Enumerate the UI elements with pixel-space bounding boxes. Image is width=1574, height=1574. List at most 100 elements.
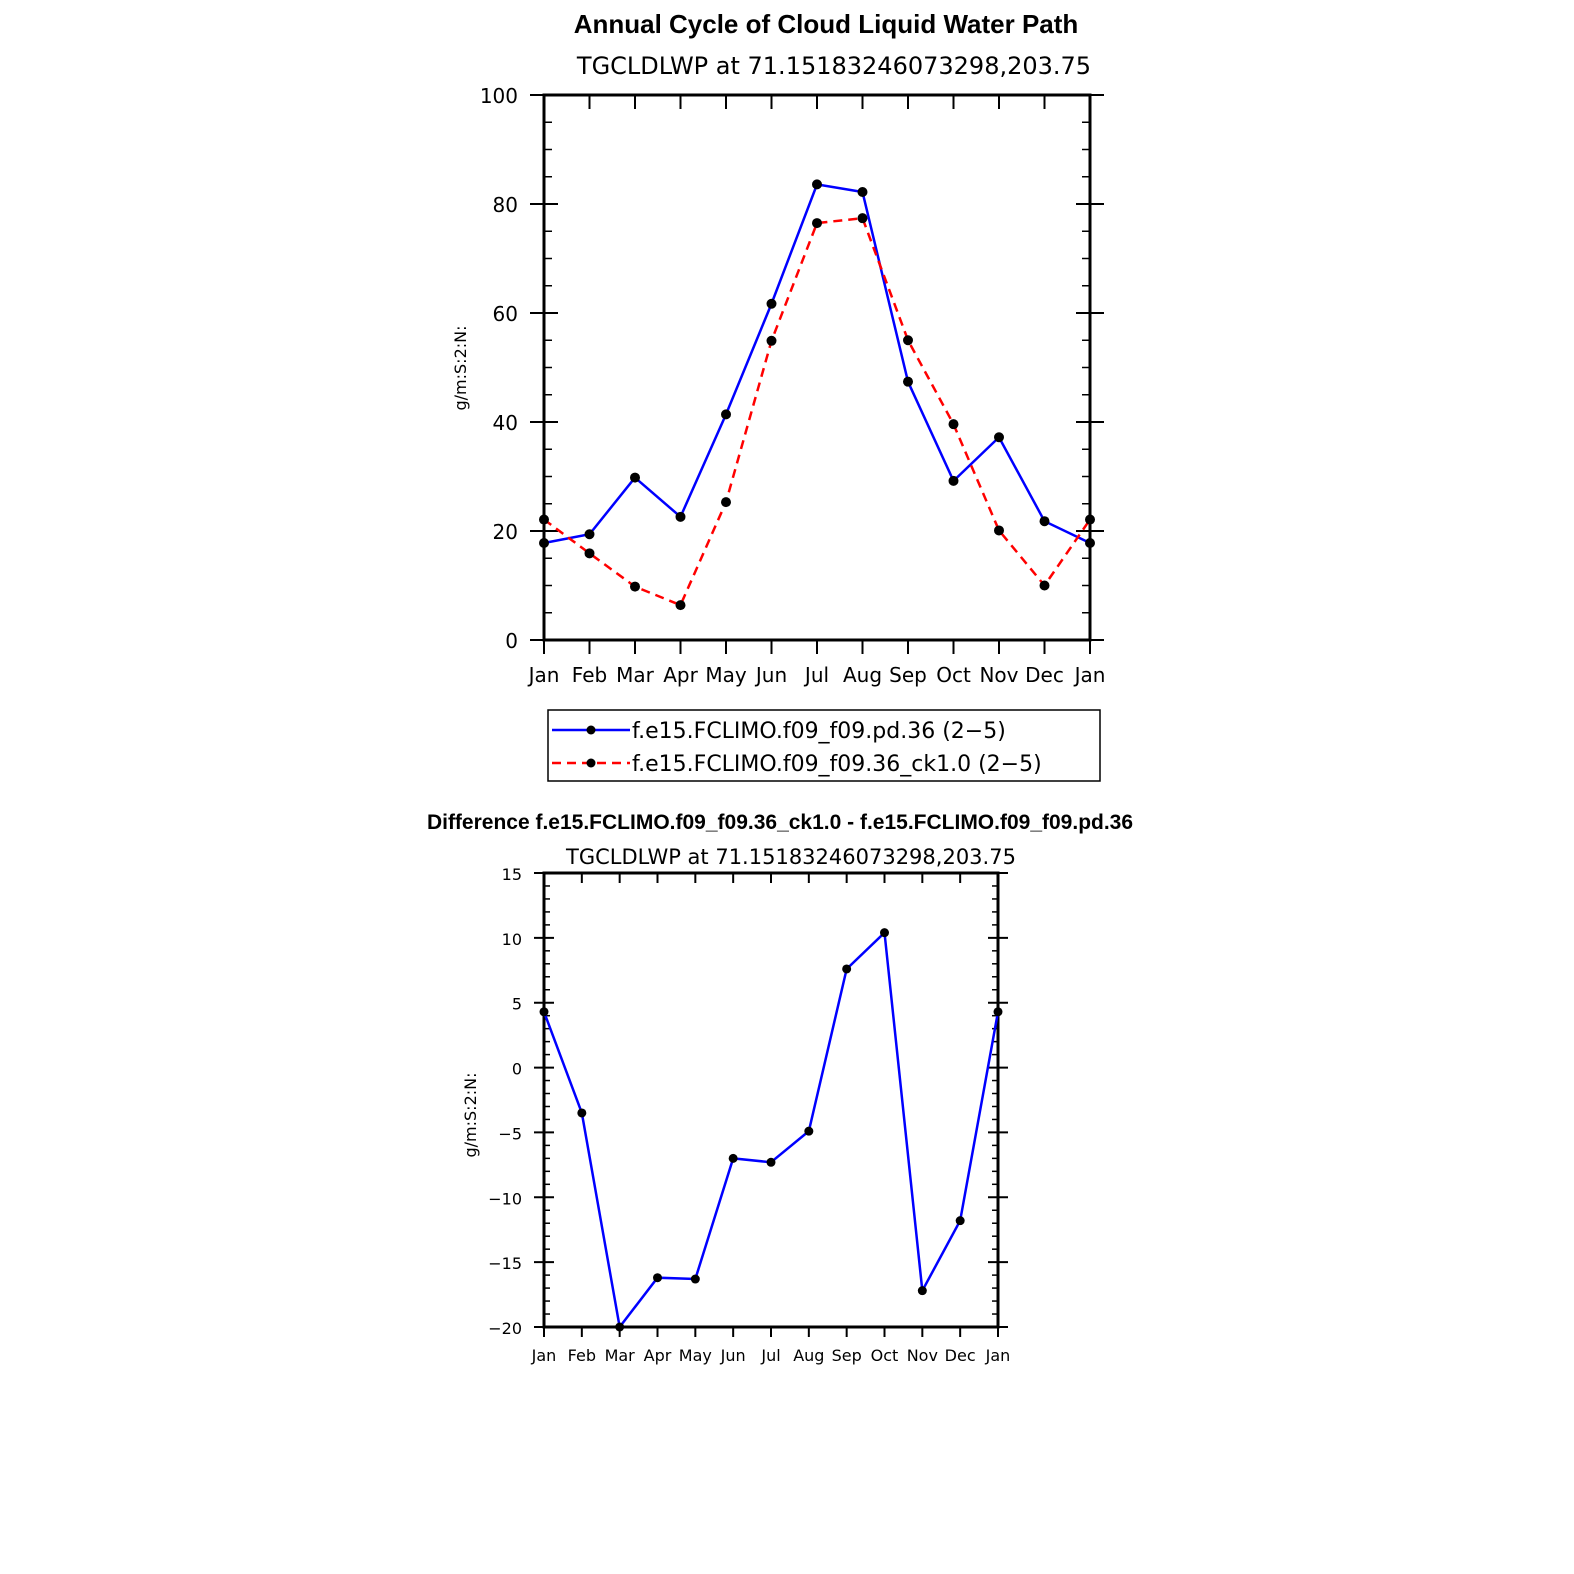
annual-cycle-chart: Annual Cycle of Cloud Liquid Water Path … xyxy=(451,9,1106,782)
legend-marker-series-2 xyxy=(586,758,596,768)
difference-chart: Difference f.e15.FCLIMO.f09_f09.36_ck1.0… xyxy=(427,811,1133,1365)
series-1-point xyxy=(955,1216,965,1226)
x-tick-label: Aug xyxy=(843,663,882,687)
x-tick-label: Sep xyxy=(832,1346,862,1365)
series-2-point xyxy=(675,600,686,611)
series-1-point xyxy=(539,1007,549,1017)
series-1-point xyxy=(880,928,889,938)
series-1-point xyxy=(842,964,852,974)
x-tick-label: Aug xyxy=(793,1346,824,1365)
x-tick-label: Jan xyxy=(527,663,560,687)
series-1-point xyxy=(615,1322,625,1332)
x-tick-label: Jun xyxy=(720,1346,746,1365)
series-2-point xyxy=(994,525,1004,536)
x-tick-label: Oct xyxy=(936,663,971,687)
x-tick-label: Mar xyxy=(605,1346,636,1365)
series-2-point xyxy=(1085,514,1095,525)
x-tick-label: Jul xyxy=(803,663,829,687)
series-2-point xyxy=(721,497,731,508)
series-2-point xyxy=(584,548,595,559)
series-2-point xyxy=(766,335,777,346)
x-tick-label: May xyxy=(705,663,747,687)
y-tick-label: −15 xyxy=(488,1254,522,1273)
series-1-point xyxy=(675,511,686,522)
legend-box xyxy=(547,709,1101,782)
chart2-series xyxy=(539,928,1003,1332)
series-2-point xyxy=(1039,580,1050,591)
series-1-point xyxy=(917,1286,927,1296)
x-tick-label: Oct xyxy=(871,1346,899,1365)
x-tick-label: Apr xyxy=(644,1346,672,1365)
series-1-point xyxy=(690,1274,700,1284)
y-tick-label: 15 xyxy=(502,865,522,884)
series-1-point xyxy=(993,1007,1003,1017)
chart1-ylabel: g/m:S:2:N: xyxy=(451,326,470,411)
legend-label-series-2: f.e15.FCLIMO.f09_f09.36_ck1.0 (2−5) xyxy=(632,752,1042,777)
series-1-point xyxy=(766,298,777,309)
x-tick-label: Jan xyxy=(985,1346,1011,1365)
y-tick-label: 0 xyxy=(505,629,518,653)
series-1-point xyxy=(1085,537,1095,548)
y-tick-label: 0 xyxy=(512,1060,522,1079)
chart1-subtitle: TGCLDLWP at 71.15183246073298,203.75 xyxy=(576,52,1091,80)
y-tick-label: −10 xyxy=(488,1189,522,1208)
x-tick-label: Jan xyxy=(531,1346,557,1365)
series-1-point xyxy=(728,1153,738,1163)
series-1-point xyxy=(766,1157,776,1167)
y-tick-label: 10 xyxy=(502,930,522,949)
series-1-point xyxy=(653,1273,662,1283)
series-1-point xyxy=(539,537,549,548)
y-tick-label: −5 xyxy=(498,1124,522,1143)
x-tick-label: Mar xyxy=(616,663,655,687)
series-1-point xyxy=(630,472,640,483)
series-line-1 xyxy=(542,929,1000,1331)
legend-label-series-1: f.e15.FCLIMO.f09_f09.pd.36 (2−5) xyxy=(632,719,1006,744)
y-tick-label: 20 xyxy=(493,520,518,544)
series-1-point xyxy=(584,529,595,540)
series-1-point xyxy=(1039,516,1050,527)
series-1-point xyxy=(812,179,822,190)
y-tick-label: 5 xyxy=(512,995,522,1014)
chart1-legend: f.e15.FCLIMO.f09_f09.pd.36 (2−5) f.e15.F… xyxy=(547,709,1101,782)
plot-frame xyxy=(542,871,1000,1329)
x-tick-label: May xyxy=(679,1346,712,1365)
series-2-point xyxy=(812,218,822,229)
x-tick-label: Jan xyxy=(1073,663,1106,687)
chart2-axes: Jan Feb Mar Apr May Jun Jul Aug Sep Oct Nov Dec Jan−… xyxy=(488,865,1010,1365)
x-tick-label: Jul xyxy=(760,1346,780,1365)
series-2-point xyxy=(630,581,640,592)
series-1-point xyxy=(857,187,868,198)
y-tick-label: −20 xyxy=(488,1319,522,1338)
series-2-point xyxy=(948,419,959,430)
series-line-1 xyxy=(543,182,1091,545)
x-tick-label: Dec xyxy=(945,1346,976,1365)
chart1-title: Annual Cycle of Cloud Liquid Water Path xyxy=(574,9,1079,39)
y-tick-label: 100 xyxy=(480,84,518,108)
series-1-point xyxy=(804,1126,814,1136)
x-tick-label: Jun xyxy=(754,663,787,687)
y-tick-label: 80 xyxy=(493,193,518,217)
x-tick-label: Dec xyxy=(1025,663,1064,687)
x-tick-label: Feb xyxy=(572,663,607,687)
chart1-series xyxy=(539,179,1095,611)
x-tick-label: Apr xyxy=(663,663,698,687)
series-1-point xyxy=(948,475,959,486)
series-1-point xyxy=(994,432,1004,443)
chart2-ylabel: g/m:S:2:N: xyxy=(461,1073,480,1158)
x-tick-label: Nov xyxy=(979,663,1018,687)
series-1-point xyxy=(721,409,731,420)
series-1-point xyxy=(903,376,913,387)
chart2-title: Difference f.e15.FCLIMO.f09_f09.36_ck1.0… xyxy=(427,811,1133,834)
x-tick-label: Feb xyxy=(568,1346,596,1365)
series-2-point xyxy=(857,213,868,224)
chart2-subtitle: TGCLDLWP at 71.15183246073298,203.75 xyxy=(565,845,1016,869)
series-1-point xyxy=(577,1108,587,1118)
x-tick-label: Sep xyxy=(889,663,927,687)
y-tick-label: 60 xyxy=(493,302,518,326)
plot-frame xyxy=(542,93,1092,642)
y-tick-label: 40 xyxy=(493,411,518,435)
chart1-axes: Jan Feb Mar Apr May Jun Jul Aug Sep Oct Nov Dec Jan 0… xyxy=(480,84,1106,687)
series-2-point xyxy=(539,514,549,525)
x-tick-label: Nov xyxy=(907,1346,938,1365)
